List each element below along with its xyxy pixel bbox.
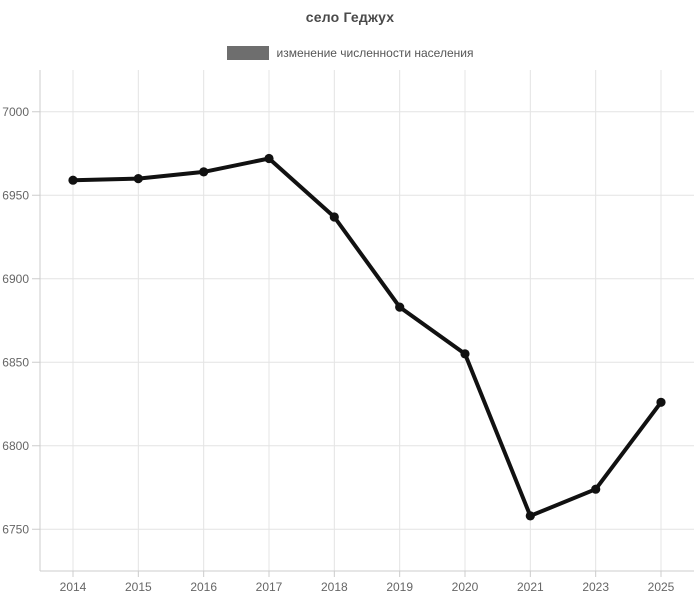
x-tick-label: 2021: [517, 580, 544, 594]
x-tick-label: 2015: [125, 580, 152, 594]
x-tick-label: 2023: [582, 580, 609, 594]
legend-label: изменение численности населения: [276, 46, 474, 60]
data-point-marker: [395, 302, 405, 312]
x-tick-label: 2017: [256, 580, 283, 594]
y-tick-label: 6950: [2, 188, 29, 202]
y-tick-label: 6900: [2, 272, 29, 286]
data-point-marker: [525, 511, 535, 521]
data-point-marker: [199, 167, 209, 177]
x-tick-label: 2019: [386, 580, 413, 594]
population-series-line: [71, 156, 663, 518]
x-tick-label: 2016: [190, 580, 217, 594]
x-tick-label: 2025: [648, 580, 675, 594]
data-point-marker: [656, 397, 666, 407]
y-tick-label: 6800: [2, 439, 29, 453]
chart-title: село Геджух: [305, 9, 395, 25]
data-point-marker: [68, 175, 78, 185]
x-tick-label: 2014: [60, 580, 87, 594]
data-point-marker: [329, 212, 339, 222]
x-tick-label: 2020: [452, 580, 479, 594]
data-point-marker: [460, 349, 470, 359]
legend-swatch-icon: [226, 46, 269, 60]
y-tick-label: 6850: [2, 355, 29, 369]
y-tick-label: 7000: [2, 105, 29, 119]
data-point-marker: [591, 484, 601, 494]
legend: изменение численности населения: [0, 46, 700, 60]
data-point-marker: [264, 153, 274, 164]
x-tick-label: 2018: [321, 580, 348, 594]
data-point-marker: [133, 174, 143, 184]
y-tick-label: 6750: [2, 522, 29, 536]
